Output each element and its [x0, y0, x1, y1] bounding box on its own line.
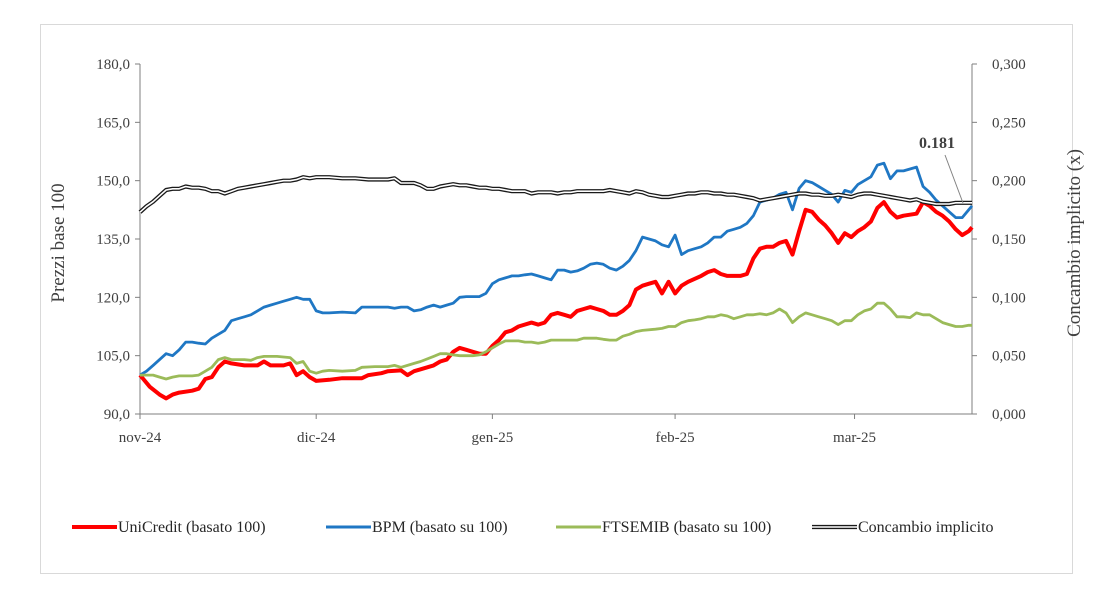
- right-tick-label: 0,100: [992, 290, 1026, 306]
- right-tick-label: 0,050: [992, 349, 1026, 365]
- right-axis-ticks: 0,000 0,050 0,100 0,150 0,200 0,250 0,300: [972, 57, 1026, 423]
- right-tick-label: 0,000: [992, 407, 1026, 423]
- right-axis-title: Concambio implicito (x): [1064, 149, 1085, 337]
- series-line-bpm-basato-su-100: [139, 161, 974, 377]
- x-tick-label: dic-24: [297, 430, 336, 446]
- x-tick-label: feb-25: [656, 430, 695, 446]
- left-tick-label: 120,0: [96, 290, 130, 306]
- legend: UniCredit (basato 100) BPM (basato su 100…: [72, 519, 994, 536]
- series-line-ftsemib-basato-su-100: [140, 301, 972, 381]
- legend-label-ftsemib-basato-su-100: FTSEMIB (basato su 100): [602, 519, 771, 536]
- annotation: 0.181: [919, 135, 964, 204]
- annotation-label: 0.181: [919, 135, 955, 152]
- left-tick-label: 135,0: [96, 232, 130, 248]
- left-tick-label: 150,0: [96, 174, 130, 190]
- left-tick-label: 180,0: [96, 57, 130, 73]
- legend-label-unicredit-basato-100: UniCredit (basato 100): [118, 519, 266, 536]
- series-line-concambio-implicito: [139, 176, 972, 213]
- legend-label-concambio-implicito: Concambio implicito: [858, 519, 994, 536]
- x-axis-ticks: nov-24 dic-24 gen-25 feb-25 mar-25: [119, 414, 876, 446]
- chart-frame: [40, 24, 1073, 574]
- x-tick-label: gen-25: [472, 430, 514, 446]
- left-tick-label: 105,0: [96, 349, 130, 365]
- series-line-concambio-implicito-outline: [138, 175, 972, 214]
- left-axis-title: Prezzi base 100: [48, 183, 69, 302]
- left-axis-ticks: 90,0 105,0 120,0 135,0 150,0 165,0 180,0: [96, 57, 140, 423]
- series-line-unicredit-basato-100: [138, 200, 974, 401]
- right-tick-label: 0,150: [992, 232, 1026, 248]
- x-tick-label: nov-24: [119, 430, 162, 446]
- left-tick-label: 90,0: [104, 407, 130, 423]
- right-tick-label: 0,250: [992, 115, 1026, 131]
- right-tick-label: 0,200: [992, 174, 1026, 190]
- x-tick-label: mar-25: [833, 430, 876, 446]
- left-tick-label: 165,0: [96, 115, 130, 131]
- series-lines: [138, 161, 974, 401]
- legend-label-bpm-basato-su-100: BPM (basato su 100): [372, 519, 508, 536]
- annotation-leader-line: [944, 154, 964, 204]
- right-tick-label: 0,300: [992, 57, 1026, 73]
